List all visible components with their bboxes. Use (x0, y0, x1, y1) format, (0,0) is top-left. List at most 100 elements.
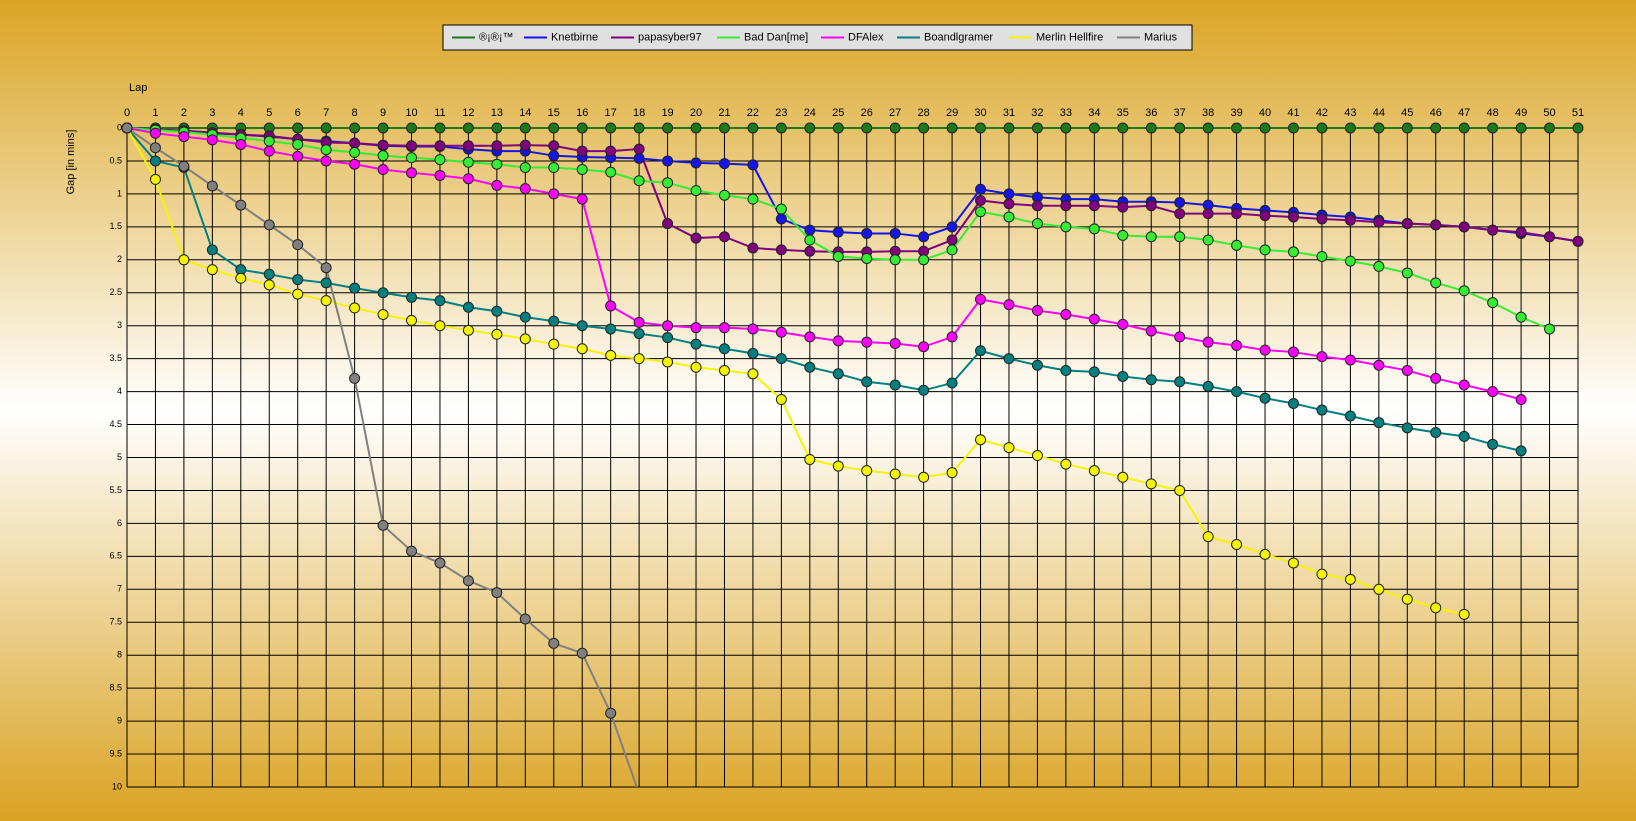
data-point (718, 231, 730, 243)
data-point (320, 295, 332, 307)
data-point (1287, 557, 1299, 569)
data-point (718, 158, 730, 170)
data-point (1117, 229, 1129, 241)
data-point (1430, 277, 1442, 289)
data-point (349, 302, 361, 314)
x-tick-label: 5 (266, 107, 272, 119)
data-point (1259, 122, 1271, 134)
data-point (377, 139, 389, 151)
data-point (662, 356, 674, 368)
data-point (576, 145, 588, 157)
data-point (406, 152, 418, 164)
data-point (519, 162, 531, 174)
data-point (1145, 122, 1157, 134)
data-point (918, 254, 930, 266)
data-point (491, 158, 503, 170)
data-point (1316, 122, 1328, 134)
series-line (126, 127, 1579, 253)
x-tick-label: 50 (1543, 107, 1555, 119)
data-point (633, 152, 645, 164)
data-point (1117, 370, 1129, 382)
data-point (1487, 386, 1499, 398)
data-point (519, 122, 531, 134)
data-point (1316, 568, 1328, 580)
data-point (662, 332, 674, 344)
data-point (1088, 223, 1100, 235)
x-tick-label: 27 (889, 107, 901, 119)
data-point (462, 324, 474, 336)
data-point (832, 335, 844, 347)
data-point (1572, 122, 1584, 134)
data-point (1060, 221, 1072, 233)
y-tick-label: 6 (117, 518, 122, 528)
y-tick-label: 5.5 (109, 485, 122, 495)
data-point (1202, 208, 1214, 220)
data-point (946, 467, 958, 479)
data-point (946, 377, 958, 389)
data-point (832, 226, 844, 238)
y-tick-label: 4.5 (109, 419, 122, 429)
data-point (178, 131, 190, 143)
data-point (1259, 244, 1271, 256)
data-point (1174, 376, 1186, 388)
data-point (1174, 331, 1186, 343)
data-point (1031, 359, 1043, 371)
data-point (946, 331, 958, 343)
data-point (406, 291, 418, 303)
data-point (1202, 336, 1214, 348)
data-point (1259, 344, 1271, 356)
legend-label: DFAlex (848, 31, 884, 43)
data-point (832, 122, 844, 134)
data-point (1202, 380, 1214, 392)
data-point (178, 160, 190, 172)
data-point (718, 122, 730, 134)
data-point (975, 434, 987, 446)
data-point (576, 647, 588, 659)
x-tick-label: 4 (238, 107, 244, 119)
x-tick-label: 23 (775, 107, 787, 119)
y-tick-label: 1.5 (109, 221, 122, 231)
x-tick-label: 12 (462, 107, 474, 119)
data-point (946, 244, 958, 256)
data-point (633, 353, 645, 365)
data-point (718, 189, 730, 201)
x-tick-label: 16 (576, 107, 588, 119)
data-point (235, 199, 247, 211)
legend-box (442, 24, 1193, 51)
x-tick-label: 24 (804, 107, 816, 119)
data-point (918, 341, 930, 353)
x-tick-label: 43 (1344, 107, 1356, 119)
data-point (1373, 122, 1385, 134)
legend-label: ®¡®¡™ (479, 31, 514, 43)
legend-label: Boandlgramer (924, 31, 993, 43)
data-point (690, 232, 702, 244)
data-point (1458, 122, 1470, 134)
data-point (1145, 231, 1157, 243)
data-point (747, 122, 759, 134)
data-point (1145, 478, 1157, 490)
data-point (292, 239, 304, 251)
data-point (946, 122, 958, 134)
data-point (804, 224, 816, 236)
data-point (1458, 430, 1470, 442)
data-point (292, 274, 304, 286)
data-point (804, 453, 816, 465)
data-point (1458, 221, 1470, 233)
data-point (918, 384, 930, 396)
y-tick-label: 3 (117, 320, 122, 330)
data-point (377, 519, 389, 531)
data-point (1515, 122, 1527, 134)
data-point (349, 282, 361, 294)
data-point (918, 231, 930, 243)
data-point (491, 587, 503, 599)
data-point (320, 122, 332, 134)
x-tick-label: 49 (1515, 107, 1527, 119)
data-point (861, 465, 873, 477)
data-point (804, 361, 816, 373)
data-point (1174, 484, 1186, 496)
data-point (406, 140, 418, 152)
data-point (1174, 122, 1186, 134)
data-point (1515, 226, 1527, 238)
plot-area (121, 122, 1584, 787)
data-point (1145, 200, 1157, 212)
